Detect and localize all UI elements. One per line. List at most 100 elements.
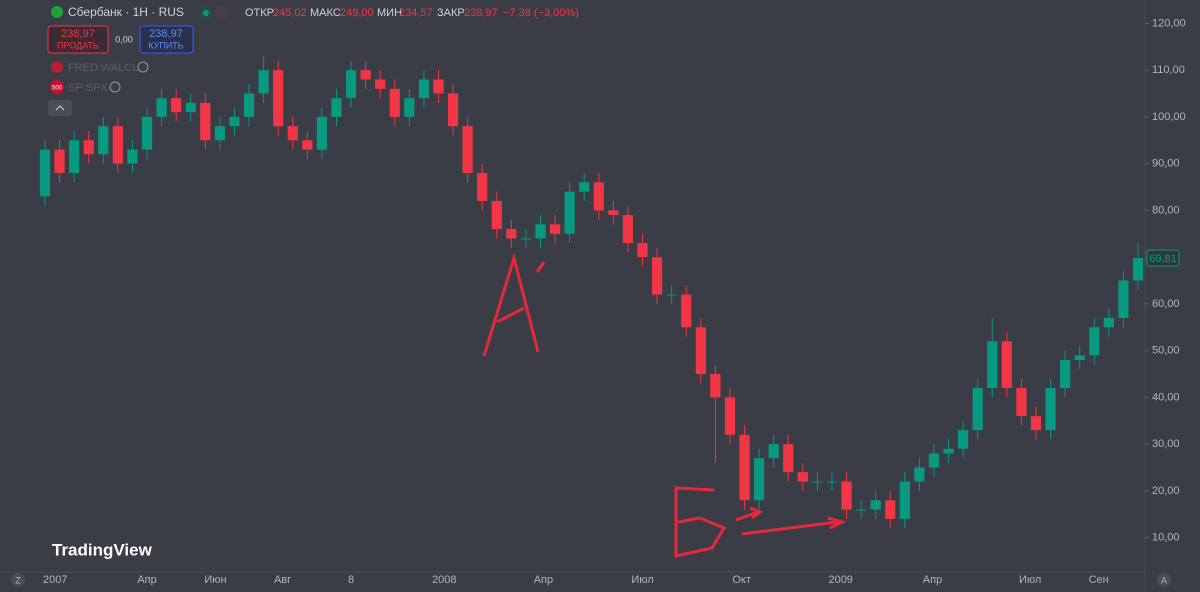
ohlc-label: МАКС xyxy=(310,7,341,19)
overlay-symbol: FRED:WALCL xyxy=(68,62,139,74)
corner-label: A xyxy=(1161,575,1167,585)
candle-body xyxy=(768,444,779,459)
x-tick-label: Апр xyxy=(137,574,156,586)
flag-icon xyxy=(51,61,63,73)
y-tick-label: 110,00 xyxy=(1152,64,1185,76)
change: −7,38 (−3,00%) xyxy=(503,7,579,19)
candle-body xyxy=(724,397,736,435)
y-tick-label: 90,00 xyxy=(1152,158,1180,170)
candle-body xyxy=(1118,280,1129,318)
symbol-icon xyxy=(51,6,63,18)
candle-body xyxy=(477,172,488,202)
candle-body xyxy=(141,116,153,150)
candle-body xyxy=(549,224,561,234)
spread: 0,00 xyxy=(115,34,133,44)
candle-body xyxy=(593,182,604,211)
corner-button[interactable] xyxy=(11,573,25,587)
last-price-box xyxy=(1146,249,1180,267)
sell-button[interactable] xyxy=(47,25,109,54)
x-tick-label: Июн xyxy=(204,574,226,586)
x-tick-label: Апр xyxy=(923,574,942,586)
y-tick-label: 100,00 xyxy=(1152,111,1186,123)
candle-body xyxy=(1103,317,1114,328)
candle-body xyxy=(83,140,94,155)
candle-body xyxy=(841,481,852,510)
hand-drawing xyxy=(482,252,546,357)
candle-body xyxy=(622,215,634,244)
arrow xyxy=(735,506,847,536)
candle-body xyxy=(695,327,706,374)
y-tick-label: 40,00 xyxy=(1152,391,1180,403)
candle-body xyxy=(1045,388,1056,431)
y-tick-label: 120,00 xyxy=(1152,17,1186,29)
candle-body xyxy=(608,210,619,216)
candle-body xyxy=(564,191,575,234)
y-tick-label: 80,00 xyxy=(1152,204,1180,216)
candle-body xyxy=(535,224,546,239)
hide-icon[interactable] xyxy=(109,81,121,93)
x-tick-label: Июл xyxy=(631,574,653,586)
x-tick-label: Авг xyxy=(274,574,291,586)
candle-body xyxy=(360,70,371,80)
candle-body xyxy=(1016,388,1027,417)
candle-body xyxy=(797,472,808,482)
candle-body xyxy=(783,444,794,473)
candle-body xyxy=(681,294,692,328)
candle-body xyxy=(870,500,881,510)
candle-body xyxy=(856,509,867,511)
candle-body xyxy=(243,93,255,117)
hide-icon[interactable] xyxy=(137,61,149,73)
last-price-label: 69,81 xyxy=(1149,253,1177,265)
candle-body xyxy=(826,481,838,483)
sell-price: 238,97 xyxy=(61,28,95,40)
candle-body xyxy=(200,102,211,141)
candle-body xyxy=(171,98,182,113)
candle-body xyxy=(710,374,721,398)
candle-body xyxy=(156,98,167,117)
y-tick-label: 10,00 xyxy=(1152,532,1180,544)
x-tick-label: Сен xyxy=(1089,574,1109,586)
buy-price: 238,97 xyxy=(149,28,183,40)
candle-body xyxy=(943,448,954,454)
y-tick-label: 30,00 xyxy=(1152,438,1180,450)
candle-body xyxy=(375,79,386,89)
candle-body xyxy=(739,434,750,501)
x-tick-label: 8 xyxy=(348,574,354,586)
collapse-button[interactable] xyxy=(48,100,72,116)
candle-body xyxy=(287,126,298,141)
candle-body xyxy=(98,126,109,155)
symbol: Сбербанк · 1H · RUS xyxy=(68,5,184,19)
buy-button[interactable] xyxy=(139,25,194,54)
candle-body xyxy=(812,481,823,483)
candle-body xyxy=(1001,341,1012,389)
ohlc-value: 234,57 xyxy=(399,7,433,19)
brand: TradingView xyxy=(52,540,153,559)
candle-body xyxy=(637,243,648,258)
candle-body xyxy=(389,88,400,117)
corner-label: Z xyxy=(15,575,21,585)
candle-body xyxy=(958,430,969,449)
y-tick-label: 50,00 xyxy=(1152,345,1180,357)
candle-body xyxy=(39,149,51,197)
corner-button[interactable] xyxy=(1157,573,1171,587)
hand-drawing xyxy=(674,486,727,558)
candle-body xyxy=(112,126,123,164)
overlay-symbol: SP:SPX xyxy=(68,82,108,94)
candle-body xyxy=(491,201,502,230)
candle-body xyxy=(753,458,765,501)
sell-label: ПРОДАТЬ xyxy=(57,40,99,50)
candle-body xyxy=(229,116,240,127)
ohlc-label: МИН xyxy=(377,7,402,19)
badge xyxy=(50,80,64,94)
candle-body xyxy=(506,229,517,239)
candle-body xyxy=(345,70,357,99)
buy-label: КУПИТЬ xyxy=(148,40,183,50)
ohlc-label: ОТКР xyxy=(245,7,274,19)
candle-body xyxy=(1030,416,1042,431)
candle-body xyxy=(127,149,138,164)
x-tick-label: 2008 xyxy=(432,574,456,586)
candle-body xyxy=(651,257,663,295)
